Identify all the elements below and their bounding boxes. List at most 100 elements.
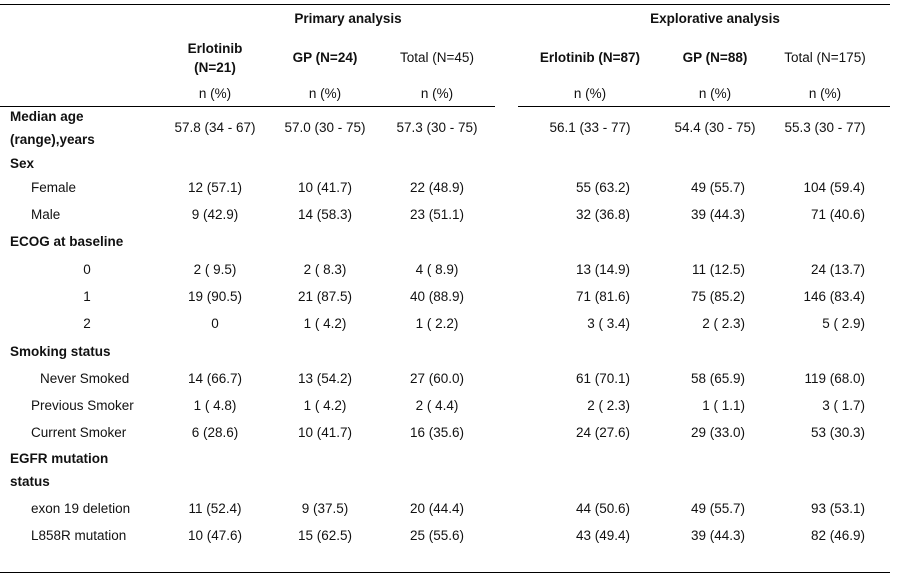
table-cell: 71 (40.6) (810, 207, 865, 222)
table-cell: 2 ( 4.4) (415, 398, 459, 413)
table-cell: 75 (85.2) (690, 289, 745, 304)
top-rule (0, 4, 890, 5)
table-cell: 39 (44.3) (690, 528, 745, 543)
table-cell: 22 (48.9) (409, 180, 465, 195)
row-label: 2 (83, 316, 91, 331)
table-cell: 32 (36.8) (575, 207, 630, 222)
row-label: exon 19 deletion (31, 501, 131, 516)
row-label: Male (31, 207, 61, 222)
table-cell: 1 ( 4.2) (303, 316, 347, 331)
table-cell: 10 (41.7) (297, 425, 353, 440)
table-cell: 82 (46.9) (810, 528, 865, 543)
table-cell: 3 ( 1.7) (822, 398, 865, 413)
section-heading-sex: Sex (10, 156, 35, 171)
table-cell: 1 ( 2.2) (415, 316, 459, 331)
row-label: 1 (83, 289, 91, 304)
col-header-total-explorative: Total (N=175) (784, 50, 866, 65)
row-label: Current Smoker (31, 425, 127, 440)
table-cell: 14 (58.3) (297, 207, 353, 222)
table-cell: 2 ( 2.3) (702, 316, 745, 331)
table-cell: 57.3 (30 - 75) (396, 120, 478, 135)
table-cell: 29 (33.0) (690, 425, 745, 440)
row-label: 0 (83, 262, 91, 277)
section-heading-ecog: ECOG at baseline (10, 234, 124, 249)
table-cell: 39 (44.3) (690, 207, 745, 222)
row-label-median-age-range: (range),years (10, 132, 95, 147)
table-cell: 57.0 (30 - 75) (284, 120, 366, 135)
table-cell: 14 (66.7) (187, 371, 243, 386)
table-cell: 10 (41.7) (297, 180, 353, 195)
row-label: Female (31, 180, 77, 195)
row-label: Previous Smoker (31, 398, 134, 413)
table-cell: 25 (55.6) (409, 528, 465, 543)
col-header-erlotinib-primary-n: (N=21) (194, 60, 236, 75)
table-cell: 13 (54.2) (297, 371, 353, 386)
section-heading-egfr: EGFR mutation (10, 451, 109, 466)
table-cell: 24 (13.7) (810, 262, 865, 277)
unit-label: n (%) (573, 86, 607, 101)
col-header-gp-explorative: GP (N=88) (682, 50, 748, 65)
bottom-rule (0, 572, 890, 573)
table-cell: 20 (44.4) (409, 501, 465, 516)
table-cell: 40 (88.9) (409, 289, 465, 304)
row-label: L858R mutation (31, 528, 127, 543)
table-cell: 4 ( 8.9) (415, 262, 459, 277)
table-cell: 3 ( 3.4) (587, 316, 630, 331)
col-header-total-primary: Total (N=45) (400, 50, 474, 65)
table-cell: 1 ( 4.2) (303, 398, 347, 413)
table-cell: 53 (30.3) (810, 425, 865, 440)
table-cell: 61 (70.1) (575, 371, 630, 386)
table-cell: 1 ( 1.1) (702, 398, 745, 413)
explorative-group-rule (518, 106, 890, 107)
table-cell: 9 (42.9) (191, 207, 239, 222)
col-header-erlotinib-explorative: Erlotinib (N=87) (539, 50, 641, 65)
table-cell: 12 (57.1) (187, 180, 243, 195)
col-header-gp-primary: GP (N=24) (292, 50, 358, 65)
table-cell: 58 (65.9) (690, 371, 745, 386)
row-label-median-age: Median age (10, 109, 84, 124)
table-cell: 1 ( 4.8) (193, 398, 237, 413)
table-cell: 9 (37.5) (301, 501, 349, 516)
table-cell: 0 (211, 316, 219, 331)
row-label: Never Smoked (40, 371, 130, 386)
table-cell: 5 ( 2.9) (822, 316, 865, 331)
table-cell: 57.8 (34 - 67) (174, 120, 256, 135)
table-cell: 2 ( 2.3) (587, 398, 630, 413)
table-cell: 2 ( 9.5) (193, 262, 237, 277)
unit-label: n (%) (420, 86, 454, 101)
table-cell: 55 (63.2) (575, 180, 630, 195)
primary-group-rule (0, 106, 495, 107)
table-cell: 93 (53.1) (810, 501, 865, 516)
unit-label: n (%) (808, 86, 842, 101)
table-cell: 43 (49.4) (575, 528, 630, 543)
table-cell: 49 (55.7) (690, 501, 745, 516)
section-heading-smoking: Smoking status (10, 344, 111, 359)
table-cell: 56.1 (33 - 77) (549, 120, 631, 135)
table-cell: 6 (28.6) (191, 425, 239, 440)
unit-label: n (%) (198, 86, 232, 101)
table-cell: 146 (83.4) (803, 289, 865, 304)
table-cell: 71 (81.6) (575, 289, 630, 304)
section-heading-egfr-status: status (10, 474, 50, 489)
group-header-explorative: Explorative analysis (650, 11, 780, 26)
group-header-primary: Primary analysis (294, 11, 402, 26)
table-cell: 23 (51.1) (409, 207, 465, 222)
col-header-erlotinib-primary: Erlotinib (187, 41, 243, 56)
table-cell: 2 ( 8.3) (303, 262, 347, 277)
table-cell: 44 (50.6) (575, 501, 630, 516)
table-cell: 54.4 (30 - 75) (674, 120, 756, 135)
table-cell: 10 (47.6) (187, 528, 243, 543)
unit-label: n (%) (308, 86, 342, 101)
table-cell: 27 (60.0) (409, 371, 465, 386)
table-cell: 16 (35.6) (409, 425, 465, 440)
table-cell: 13 (14.9) (575, 262, 630, 277)
table-cell: 104 (59.4) (803, 180, 865, 195)
table-cell: 119 (68.0) (804, 371, 865, 386)
table-cell: 19 (90.5) (187, 289, 243, 304)
table-cell: 55.3 (30 - 77) (784, 120, 866, 135)
table-cell: 15 (62.5) (297, 528, 353, 543)
table-cell: 21 (87.5) (297, 289, 353, 304)
table-cell: 49 (55.7) (690, 180, 745, 195)
table-cell: 24 (27.6) (575, 425, 630, 440)
table-cell: 11 (12.5) (691, 262, 745, 277)
